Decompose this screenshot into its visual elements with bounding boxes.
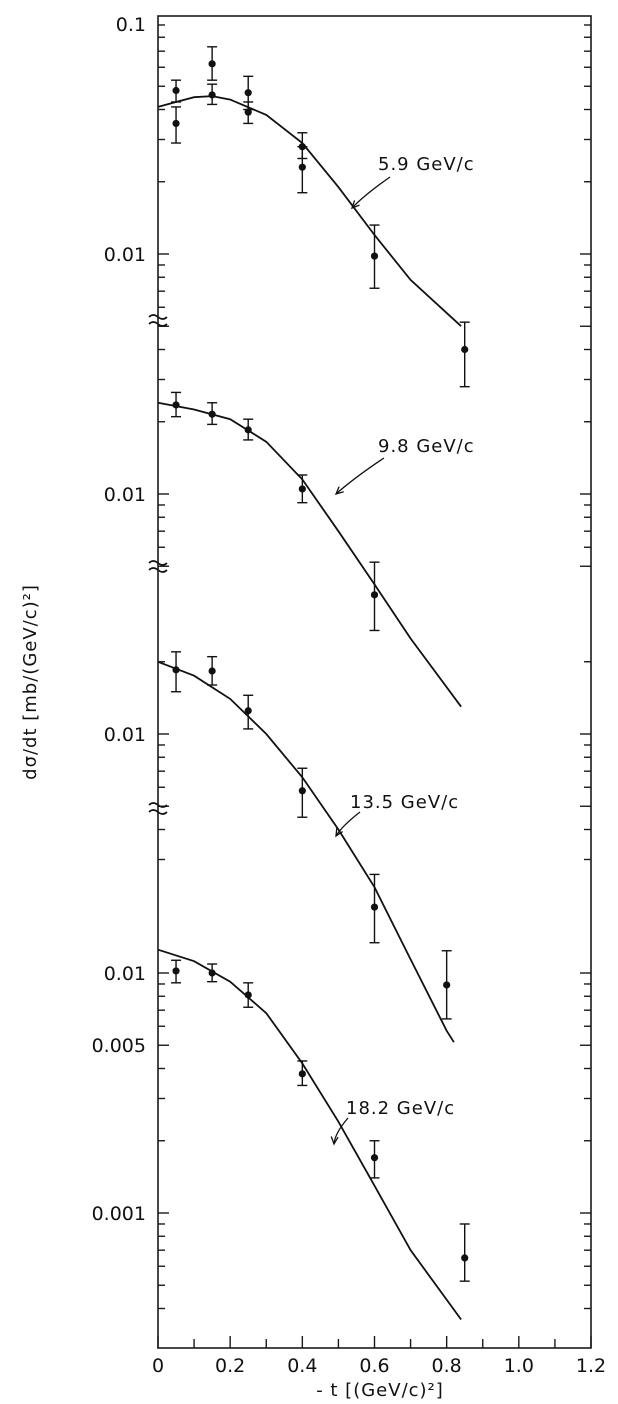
data-point bbox=[298, 485, 306, 493]
data-series bbox=[157, 46, 470, 1321]
data-point bbox=[172, 967, 180, 975]
x-axis-ticks: 0 0.2 0.4 0.6 0.8 1.0 1.2 bbox=[152, 1336, 606, 1377]
data-point bbox=[172, 666, 180, 674]
axis-break-mark bbox=[148, 802, 168, 815]
series-0 bbox=[157, 46, 470, 388]
y-axis-label: dσ/dt [mb/(GeV/c)²] bbox=[20, 584, 41, 780]
data-point bbox=[443, 981, 451, 989]
label-arrow bbox=[351, 176, 391, 209]
data-point bbox=[244, 89, 252, 97]
x-tick-label: 0.6 bbox=[359, 1355, 389, 1377]
data-point bbox=[461, 345, 469, 354]
momentum-label: 5.9 GeV/c bbox=[378, 154, 475, 175]
x-axis-label: - t [(GeV/c)²] bbox=[316, 1380, 444, 1401]
y-axis-ticks: 0.1 0.01 0.01 0.01 0.01 0.005 0.001 bbox=[92, 14, 591, 1310]
label-arrow bbox=[333, 1117, 349, 1145]
data-point bbox=[172, 86, 180, 95]
data-point bbox=[244, 707, 252, 715]
y-tick-label: 0.01 bbox=[104, 484, 146, 506]
data-point bbox=[298, 1070, 306, 1078]
arrow-head bbox=[330, 1136, 339, 1146]
data-point bbox=[370, 252, 379, 260]
data-point bbox=[244, 426, 252, 434]
label-arrow bbox=[335, 811, 361, 837]
series-3 bbox=[157, 948, 470, 1321]
y-tick-label: 0.001 bbox=[92, 1203, 146, 1225]
data-point bbox=[208, 91, 216, 99]
arrow-head bbox=[335, 827, 344, 838]
x-tick-label: 1.2 bbox=[576, 1355, 606, 1377]
data-point bbox=[208, 410, 216, 418]
momentum-labels: 5.9 GeV/c 9.8 GeV/c 13.5 GeV/c 18.2 GeV/c bbox=[330, 154, 475, 1146]
series-1 bbox=[157, 391, 462, 708]
momentum-label: 18.2 GeV/c bbox=[346, 1098, 455, 1119]
x-tick-label: 0.2 bbox=[215, 1355, 245, 1377]
data-point bbox=[244, 108, 252, 116]
fit-curve bbox=[157, 948, 462, 1321]
axis-break-mark bbox=[148, 314, 168, 327]
data-point bbox=[208, 667, 216, 675]
x-tick-label: 1.0 bbox=[504, 1355, 534, 1377]
y-tick-label: 0.1 bbox=[116, 14, 146, 36]
label-arrow bbox=[335, 457, 385, 495]
data-point bbox=[244, 991, 252, 999]
arrow-head bbox=[350, 200, 360, 210]
axis-breaks bbox=[148, 314, 168, 815]
arrow-head bbox=[334, 486, 344, 496]
data-point bbox=[370, 591, 379, 599]
x-tick-label: 0 bbox=[152, 1355, 164, 1377]
data-point bbox=[298, 163, 306, 171]
data-point bbox=[370, 903, 379, 911]
momentum-label: 13.5 GeV/c bbox=[350, 792, 459, 813]
x-tick-label: 0.4 bbox=[287, 1355, 317, 1377]
data-point bbox=[370, 1154, 379, 1162]
data-point bbox=[172, 401, 180, 409]
y-tick-label: 0.01 bbox=[104, 963, 146, 985]
fit-curve bbox=[157, 95, 462, 327]
series-2 bbox=[157, 651, 455, 1043]
axis-break-mark bbox=[148, 560, 168, 573]
data-point bbox=[461, 1254, 469, 1262]
y-tick-label: 0.005 bbox=[92, 1035, 146, 1057]
momentum-label: 9.8 GeV/c bbox=[378, 436, 475, 457]
y-tick-label: 0.01 bbox=[104, 724, 146, 746]
data-point bbox=[208, 969, 216, 977]
data-point bbox=[298, 787, 306, 795]
y-tick-label: 0.01 bbox=[104, 244, 146, 266]
data-point bbox=[208, 60, 216, 68]
data-point bbox=[172, 119, 180, 128]
x-tick-label: 0.8 bbox=[432, 1355, 462, 1377]
fit-curve bbox=[157, 660, 455, 1043]
